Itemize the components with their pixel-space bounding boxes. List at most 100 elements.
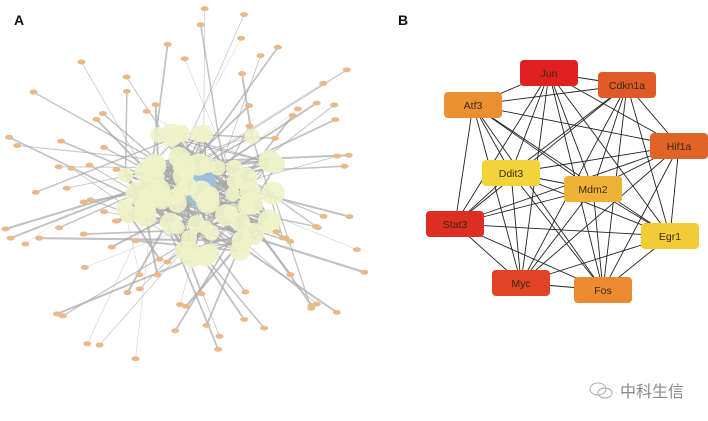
node: [278, 235, 287, 241]
node: [240, 317, 249, 323]
node: [35, 235, 44, 241]
node: [340, 163, 349, 169]
node: [240, 12, 249, 18]
edge-Jun-Egr1: [548, 72, 671, 237]
node: [116, 199, 133, 217]
edge-Atf3-Hif1a: [472, 104, 680, 147]
node: [138, 188, 155, 205]
node-hif1a: Hif1a: [650, 133, 708, 159]
edge-Atf3-Stat3: [454, 104, 474, 225]
node: [332, 309, 341, 315]
node: [123, 290, 132, 296]
edge-Cdkn1a-Egr1: [626, 84, 671, 237]
node: [79, 199, 88, 205]
node: [286, 239, 295, 245]
node: [190, 125, 208, 143]
node: [171, 328, 180, 334]
node: [122, 88, 131, 94]
node: [131, 356, 140, 362]
node: [200, 243, 220, 263]
node: [107, 244, 116, 250]
node: [168, 146, 190, 168]
network-a: [1, 6, 369, 362]
node: [112, 166, 121, 172]
node: [79, 231, 88, 237]
node: [260, 325, 269, 331]
node: [293, 106, 302, 112]
node: [77, 59, 86, 65]
node: [244, 128, 260, 145]
edge: [35, 138, 172, 193]
node: [167, 193, 187, 213]
edge-Stat3-Egr1: [454, 223, 671, 237]
edge-Mdm2-Myc: [520, 188, 594, 284]
node: [319, 213, 328, 219]
node: [21, 241, 30, 247]
edge-Cdkn1a-Ddit3: [510, 84, 628, 174]
edge-Jun-Mdm2: [548, 72, 594, 190]
node: [131, 238, 140, 244]
node: [180, 56, 189, 62]
node: [31, 189, 40, 195]
edge-Atf3-Fos: [472, 104, 604, 291]
node: [352, 247, 361, 253]
node-jun: Jun: [520, 60, 578, 86]
edge: [272, 193, 312, 309]
node: [92, 116, 101, 122]
edge-Hif1a-Egr1: [669, 145, 680, 237]
node-label: Jun: [541, 68, 558, 80]
node: [54, 164, 63, 170]
node: [360, 269, 369, 275]
node-label: Egr1: [659, 231, 681, 243]
edge-Atf3-Mdm2: [472, 104, 594, 190]
node: [241, 289, 250, 295]
edge-Cdkn1a-Stat3: [454, 84, 628, 225]
edge-Atf3-Egr1: [472, 104, 671, 237]
node: [135, 286, 144, 292]
edge: [217, 102, 318, 169]
node: [199, 157, 216, 173]
node: [155, 256, 164, 262]
node: [181, 230, 198, 247]
node: [80, 264, 89, 270]
node: [58, 313, 67, 319]
node: [272, 229, 281, 235]
node: [150, 127, 166, 143]
node: [95, 342, 104, 348]
node: [214, 346, 223, 352]
node: [241, 222, 265, 246]
node: [1, 226, 10, 232]
node: [244, 103, 253, 109]
node-label: Ddit3: [499, 168, 524, 180]
edge-Ddit3-Fos: [510, 172, 604, 291]
node: [258, 149, 282, 173]
node: [215, 204, 238, 226]
node-label: Mdm2: [578, 184, 607, 196]
node: [135, 272, 144, 278]
node-myc: Myc: [492, 270, 550, 296]
nodes-a: [1, 6, 369, 362]
node-ddit3: Ddit3: [482, 160, 540, 186]
node: [172, 165, 193, 186]
edge-Jun-Stat3: [454, 72, 550, 225]
node: [62, 185, 71, 191]
edge: [58, 192, 138, 229]
node: [319, 80, 328, 86]
node: [331, 117, 340, 123]
node-egr1: Egr1: [641, 223, 699, 249]
node: [83, 341, 92, 347]
edge-Ddit3-Myc: [510, 172, 522, 284]
watermark: 中科生信: [588, 378, 684, 402]
node: [237, 197, 255, 215]
node: [111, 218, 120, 224]
node: [345, 214, 354, 220]
node: [5, 134, 14, 140]
node-label: Fos: [594, 285, 612, 297]
node: [151, 102, 160, 108]
node: [239, 181, 261, 203]
watermark-text: 中科生信: [620, 384, 685, 401]
node: [182, 303, 191, 309]
node: [245, 123, 254, 129]
node: [181, 248, 202, 269]
